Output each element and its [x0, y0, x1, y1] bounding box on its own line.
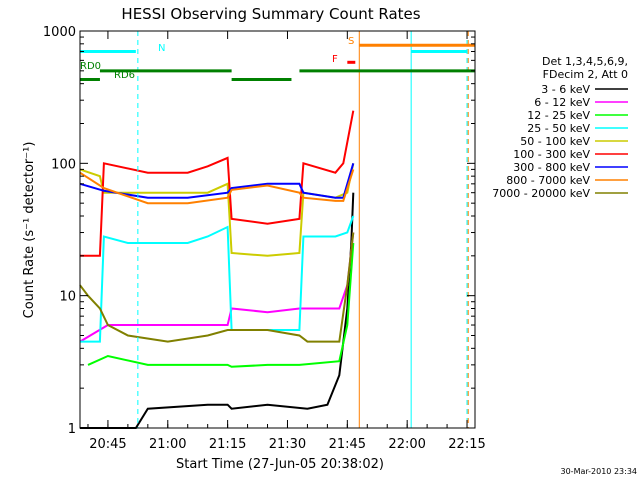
legend-label-7: 800 - 7000 keV	[506, 174, 590, 187]
x-tick-label-2: 21:15	[209, 437, 246, 452]
series-line-6	[79, 163, 355, 199]
series-line-3	[80, 215, 355, 343]
y-tick-label-1: 10	[59, 290, 76, 305]
legend-label-1: 6 - 12 keV	[534, 96, 590, 109]
legend-label-4: 50 - 100 keV	[520, 135, 590, 148]
x-tick-label-0: 20:45	[89, 437, 126, 452]
series-layer	[79, 110, 355, 429]
plot-frame	[79, 30, 476, 429]
series-line-0	[80, 192, 355, 429]
series-line-1	[79, 232, 355, 343]
legend-label-5: 100 - 300 keV	[513, 148, 590, 161]
series-line-7	[79, 169, 355, 205]
legend-label-3: 25 - 50 keV	[527, 122, 590, 135]
series-line-8	[79, 232, 355, 343]
x-tick-label-1: 21:00	[149, 437, 186, 452]
legend: Det 1,3,4,5,6,9,FDecim 2, Att 0 3 - 6 keV…	[492, 55, 628, 200]
x-tick-label-6: 22:15	[448, 437, 485, 452]
y-tick-label-3: 1000	[43, 25, 76, 40]
series-line-2	[87, 242, 355, 368]
annotation-s: S	[348, 36, 354, 47]
y-axis-label: Count Rate (s⁻¹ detector⁻¹)	[22, 142, 37, 319]
annotation-rd0: RD0	[80, 61, 101, 72]
legend-label-8: 7000 - 20000 keV	[492, 187, 590, 200]
footer-date: 30-Mar-2010 23:34	[561, 467, 638, 476]
legend-title-line-1: FDecim 2, Att 0	[543, 68, 628, 81]
x-tick-label-4: 21:45	[329, 437, 366, 452]
chart-title: HESSI Observing Summary Count Rates	[121, 5, 420, 23]
legend-title-line-0: Det 1,3,4,5,6,9,	[542, 55, 628, 68]
flag-layer: N RD0 RD6 SF	[80, 31, 475, 428]
legend-label-0: 3 - 6 keV	[541, 83, 590, 96]
legend-label-6: 300 - 800 keV	[513, 161, 590, 174]
annotation-rd6: RD6	[114, 70, 135, 81]
y-tick-label-0: 1	[68, 422, 76, 437]
x-tick-label-3: 21:30	[269, 437, 306, 452]
legend-label-2: 12 - 25 keV	[527, 109, 590, 122]
annotation-f: F	[332, 54, 338, 65]
annotation-n: N	[158, 43, 165, 54]
y-tick-label-2: 100	[51, 157, 76, 172]
series-line-5	[80, 110, 355, 257]
x-axis-label: Start Time (27-Jun-05 20:38:02)	[176, 457, 384, 472]
axis-layer: 20:45 21:00 21:15 21:30 21:45 22:00 22:15 1 10 10…	[43, 25, 486, 452]
x-tick-label-5: 22:00	[388, 437, 425, 452]
